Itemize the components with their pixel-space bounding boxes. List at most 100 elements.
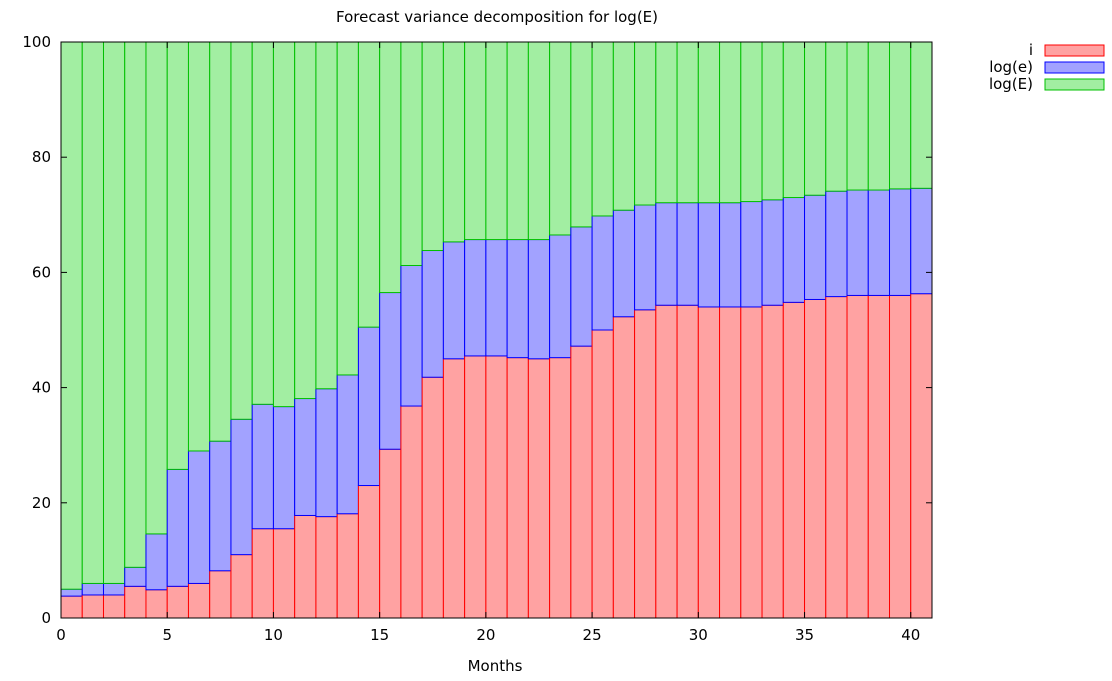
y-tick-label: 60 — [32, 263, 51, 281]
bar-segment-1-13 — [336, 374, 359, 515]
bar-segment-1-12 — [315, 388, 338, 518]
bar-segment-1-31 — [719, 202, 742, 308]
bar-segment-0-37 — [846, 294, 869, 619]
bar-segment-1-4 — [145, 533, 168, 591]
y-tick-label: 20 — [32, 494, 51, 512]
x-axis-label: Months — [468, 657, 523, 675]
x-tick-label: 15 — [370, 626, 389, 644]
bar-segment-2-30 — [697, 41, 721, 204]
bar-segment-2-6 — [187, 41, 211, 452]
legend-swatch-1 — [1044, 61, 1105, 74]
axes-layer: 0 5 10 15 20 25 30 35 40 0 20 40 60 80 100 — [22, 33, 932, 644]
bar-segment-1-23 — [549, 234, 572, 359]
bar-segment-1-9 — [251, 403, 274, 530]
bar-segment-0-6 — [187, 582, 211, 619]
bar-segment-1-11 — [294, 398, 317, 516]
bar-segment-0-32 — [740, 306, 763, 619]
chart-title: Forecast variance decomposition for log(… — [336, 8, 658, 26]
bar-segment-1-28 — [655, 202, 678, 306]
bar-segment-2-29 — [676, 41, 699, 204]
bar-segment-2-31 — [719, 41, 742, 204]
bar-segment-2-14 — [357, 41, 381, 328]
bar-segment-2-16 — [400, 41, 423, 266]
y-tick-label: 0 — [41, 609, 51, 627]
bar-segment-0-20 — [485, 355, 508, 619]
bars-layer — [60, 41, 933, 619]
bar-segment-2-10 — [272, 41, 296, 408]
y-tick-label: 100 — [22, 33, 51, 51]
bar-segment-2-5 — [166, 41, 189, 470]
bar-segment-0-36 — [825, 296, 848, 619]
bar-segment-1-5 — [166, 468, 189, 587]
bar-segment-2-2 — [102, 41, 126, 584]
bar-segment-0-39 — [889, 294, 912, 619]
bar-segment-0-0 — [60, 595, 83, 619]
bar-segment-2-9 — [251, 41, 274, 405]
bar-segment-2-36 — [825, 41, 848, 192]
bar-segment-1-17 — [421, 250, 444, 378]
bar-segment-0-19 — [464, 355, 487, 619]
bar-segment-2-28 — [655, 41, 678, 204]
bar-segment-1-6 — [187, 450, 211, 584]
bar-segment-0-21 — [506, 357, 529, 619]
bar-segment-0-18 — [442, 358, 466, 619]
bar-segment-0-10 — [272, 528, 296, 619]
bar-segment-2-8 — [230, 41, 253, 420]
bar-segment-0-11 — [294, 514, 317, 619]
plot-frame — [60, 41, 933, 619]
bar-segment-2-1 — [81, 41, 104, 584]
y-tick-label: 80 — [32, 148, 51, 166]
bar-segment-2-38 — [867, 41, 891, 191]
bar-segment-1-34 — [782, 197, 806, 303]
bar-segment-1-26 — [612, 209, 636, 318]
bar-segment-1-2 — [102, 582, 126, 596]
bar-segment-0-13 — [336, 513, 359, 619]
bar-segment-0-1 — [81, 594, 104, 619]
bar-segment-1-36 — [825, 190, 848, 298]
bar-segment-1-35 — [804, 194, 827, 300]
legend-label-0: i — [1029, 41, 1033, 59]
bar-segment-2-24 — [570, 41, 593, 228]
x-tick-label: 5 — [162, 626, 172, 644]
bar-segment-1-0 — [60, 588, 83, 597]
bar-segment-0-26 — [612, 316, 636, 619]
bar-segment-2-23 — [549, 41, 572, 236]
bar-segment-2-18 — [442, 41, 466, 243]
legend-label-2: log(E) — [989, 75, 1033, 93]
bar-segment-1-16 — [400, 264, 423, 407]
x-tick-label: 35 — [795, 626, 814, 644]
bar-segment-0-2 — [102, 594, 126, 619]
bar-segment-2-7 — [209, 41, 232, 442]
bar-segment-0-23 — [549, 357, 572, 619]
x-tick-label: 10 — [264, 626, 283, 644]
bar-segment-1-19 — [464, 239, 487, 357]
bar-segment-0-25 — [591, 329, 614, 619]
bar-segment-0-40 — [910, 293, 933, 619]
bar-segment-2-17 — [421, 41, 444, 252]
legend-swatch-0 — [1044, 44, 1105, 57]
bar-segment-0-34 — [782, 301, 806, 619]
bar-segment-0-22 — [527, 358, 551, 619]
x-tick-label: 40 — [901, 626, 920, 644]
bar-segment-1-33 — [761, 199, 784, 306]
bar-segment-0-30 — [697, 306, 721, 619]
bar-segment-2-39 — [889, 41, 912, 190]
legend-swatch-2 — [1044, 78, 1105, 91]
bar-segment-1-3 — [124, 566, 147, 587]
bar-segment-0-15 — [379, 448, 402, 619]
bar-segment-1-27 — [634, 204, 657, 311]
bar-segment-2-3 — [124, 41, 147, 568]
bar-segment-2-21 — [506, 41, 529, 241]
bar-segment-2-11 — [294, 41, 317, 400]
bar-segment-0-29 — [676, 304, 699, 619]
legend-label-1: log(e) — [989, 58, 1033, 76]
bar-segment-1-39 — [889, 188, 912, 296]
x-tick-label: 25 — [583, 626, 602, 644]
bar-segment-2-34 — [782, 41, 806, 199]
bar-segment-1-15 — [379, 292, 402, 450]
bar-segment-2-25 — [591, 41, 614, 217]
bar-segment-2-19 — [464, 41, 487, 241]
bar-segment-0-35 — [804, 298, 827, 619]
bar-segment-0-17 — [421, 376, 444, 619]
